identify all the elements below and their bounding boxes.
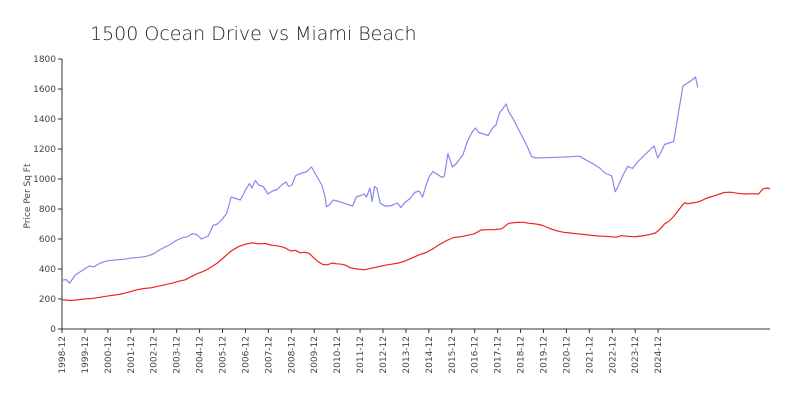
x-tick-label: 2000-12 <box>104 336 114 374</box>
x-tick-label: 1999-12 <box>81 336 91 374</box>
x-tick-label: 2021-12 <box>585 336 595 374</box>
y-tick-label: 1200 <box>33 145 56 155</box>
y-tick-label: 1800 <box>33 55 56 65</box>
y-tick-label: 600 <box>39 235 56 245</box>
x-tick-label: 2005-12 <box>218 336 228 374</box>
x-axis: 1998-12 1999-12 2000-12 2001-12 2002-12 2003-… <box>58 328 770 374</box>
x-tick-label: 2022-12 <box>608 336 618 374</box>
y-tick-label: 800 <box>39 205 56 215</box>
y-tick-label: 400 <box>39 265 56 275</box>
x-tick-label: 2014-12 <box>425 336 435 374</box>
x-tick-label: 2018-12 <box>517 336 527 374</box>
y-tick-label: 200 <box>39 295 56 305</box>
x-tick-label: 2006-12 <box>241 336 251 374</box>
x-tick-label: 2020-12 <box>562 336 572 374</box>
x-tick-label: 1998-12 <box>58 336 68 374</box>
x-tick-label: 2023-12 <box>631 336 641 374</box>
x-tick-label: 2024-12 <box>654 336 664 374</box>
x-tick-label: 2013-12 <box>402 336 412 374</box>
chart-title: 1500 Ocean Drive vs Miami Beach <box>90 23 417 45</box>
x-tick-label: 2012-12 <box>379 336 389 374</box>
y-axis-label: Price Per Sq Ft <box>23 163 33 228</box>
x-tick-label: 2019-12 <box>539 336 549 374</box>
x-tick-label: 2017-12 <box>494 336 504 374</box>
x-tick-label: 2015-12 <box>448 336 458 374</box>
y-axis: 0 200 400 600 800 1000 1200 1400 1600 1800 <box>33 55 63 335</box>
x-tick-label: 2016-12 <box>471 336 481 374</box>
y-tick-label: 1600 <box>33 85 56 95</box>
x-tick-label: 2008-12 <box>287 336 297 374</box>
y-tick-label: 1000 <box>33 175 56 185</box>
x-tick-label: 2003-12 <box>173 336 183 374</box>
x-tick-label: 2001-12 <box>127 336 137 374</box>
x-tick-label: 2009-12 <box>310 336 320 374</box>
series-line-1 <box>61 76 699 284</box>
x-tick-label: 2002-12 <box>150 336 160 374</box>
y-tick-label: 0 <box>50 325 56 335</box>
series-line-2 <box>61 187 771 302</box>
x-tick-label: 2004-12 <box>196 336 206 374</box>
series-layer <box>61 76 771 302</box>
x-tick-label: 2007-12 <box>264 336 274 374</box>
x-tick-label: 2010-12 <box>333 336 343 374</box>
x-tick-label: 2011-12 <box>356 336 366 374</box>
y-tick-label: 1400 <box>33 115 56 125</box>
